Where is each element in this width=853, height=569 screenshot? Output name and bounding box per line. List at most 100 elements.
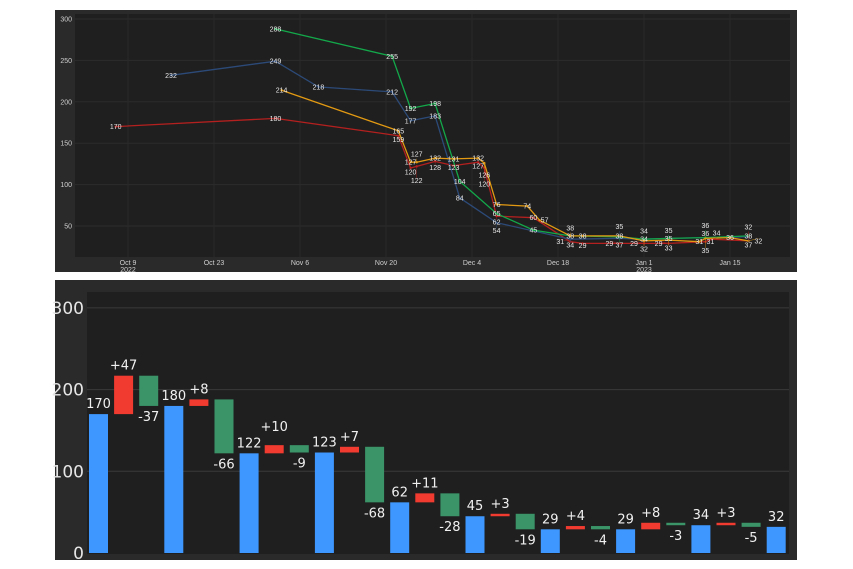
increase-bar: [264, 445, 284, 454]
bar-value-label: -4: [594, 533, 607, 548]
data-point: [532, 228, 535, 232]
data-label: 123: [448, 165, 460, 172]
bar-value-label: -68: [364, 506, 385, 521]
data-point: [397, 129, 400, 132]
decrease-bar: [515, 513, 535, 530]
decrease-bar: [741, 522, 761, 527]
bar-value-label: +4: [566, 509, 585, 524]
total-bar: [540, 529, 560, 553]
data-point: [526, 204, 529, 208]
y-tick-label: 50: [64, 224, 72, 231]
data-label: 38: [616, 233, 624, 240]
bar-value-label: +7: [340, 430, 359, 445]
y-tick-label: 300: [52, 299, 84, 319]
data-label: 31: [707, 239, 715, 246]
data-label: 131: [448, 156, 460, 163]
data-point: [458, 196, 461, 200]
total-bar: [465, 516, 485, 553]
increase-bar: [340, 446, 359, 453]
data-label: 35: [665, 236, 673, 243]
bar-value-label: +10: [260, 420, 287, 435]
series-line-3: [281, 89, 749, 243]
bar-value-label: 170: [86, 397, 111, 412]
data-label: 33: [665, 246, 673, 253]
data-label: 36: [702, 231, 710, 238]
bar-value-label: +8: [641, 506, 660, 521]
data-label: 65: [493, 211, 501, 218]
data-point: [409, 107, 412, 110]
data-point: [433, 156, 437, 160]
data-point: [409, 161, 412, 164]
bar-value-label: 62: [391, 485, 408, 500]
increase-bar: [189, 399, 209, 406]
data-label: 120: [405, 170, 417, 177]
data-point: [458, 180, 461, 183]
data-label: 54: [493, 228, 501, 235]
decrease-bar: [440, 493, 460, 517]
data-label: 37: [616, 242, 624, 249]
data-label: 35: [702, 248, 710, 255]
data-label: 122: [411, 178, 423, 185]
data-point: [409, 119, 412, 123]
label-leader-line: [658, 240, 669, 244]
data-point: [397, 134, 400, 137]
bar-value-label: +3: [716, 506, 735, 521]
data-label: 38: [745, 233, 753, 240]
bar-value-label: -3: [669, 529, 682, 544]
data-point: [581, 242, 584, 245]
data-label: 74: [523, 204, 531, 211]
data-point: [274, 27, 277, 31]
y-tick-label: 0: [73, 544, 84, 564]
data-label: 180: [270, 116, 282, 123]
data-label: 57: [541, 218, 549, 225]
data-point: [532, 216, 535, 219]
data-label: 170: [110, 124, 122, 131]
data-point: [274, 117, 277, 120]
data-label: 127: [472, 164, 484, 171]
label-leader-line: [711, 237, 717, 240]
decrease-bar: [591, 526, 610, 530]
increase-bar: [641, 522, 661, 530]
data-label: 60: [530, 215, 538, 222]
data-point: [581, 234, 584, 238]
y-tick-label: 200: [60, 99, 72, 106]
data-label: 37: [745, 242, 753, 249]
x-tick-label: Oct 9: [120, 260, 137, 267]
data-point: [433, 102, 437, 105]
x-tick-label: Dec 4: [463, 260, 481, 267]
data-label: 38: [566, 225, 574, 232]
data-label: 32: [745, 224, 753, 231]
x-tick-label: Nov 6: [291, 260, 309, 267]
y-tick-label: 100: [52, 462, 84, 482]
data-label: 31: [556, 239, 564, 246]
data-label: 29: [579, 243, 587, 250]
label-leaders: [416, 158, 759, 248]
bar-value-label: 34: [693, 508, 710, 523]
bar-value-label: +8: [189, 382, 208, 397]
data-point: [476, 161, 480, 164]
data-label: 127: [411, 152, 423, 159]
data-label: 232: [165, 73, 177, 80]
y-tick-label: 300: [60, 17, 72, 24]
data-point: [495, 203, 498, 206]
x-tick-label: Nov 20: [375, 260, 397, 267]
data-point: [476, 156, 480, 160]
data-label: 36: [702, 223, 710, 230]
increase-bar: [490, 513, 510, 517]
bar-value-label: 180: [161, 389, 186, 404]
data-point: [433, 114, 437, 118]
data-label: 29: [655, 241, 663, 248]
x-tick-year-label: 2023: [636, 267, 652, 274]
x-tick-label: Jan 1: [635, 260, 652, 267]
data-label: 29: [606, 241, 614, 248]
bar-value-label: +47: [110, 359, 137, 374]
data-label: 128: [429, 165, 441, 172]
bar-value-label: -5: [745, 531, 758, 546]
data-label: 249: [270, 59, 282, 66]
data-point: [409, 166, 412, 170]
bar-value-label: -66: [213, 457, 234, 472]
data-label: 127: [405, 160, 417, 167]
x-tick-year-label: 2022: [120, 267, 136, 274]
bar-value-label: +3: [491, 497, 510, 512]
x-tick-label: Dec 18: [547, 260, 569, 267]
